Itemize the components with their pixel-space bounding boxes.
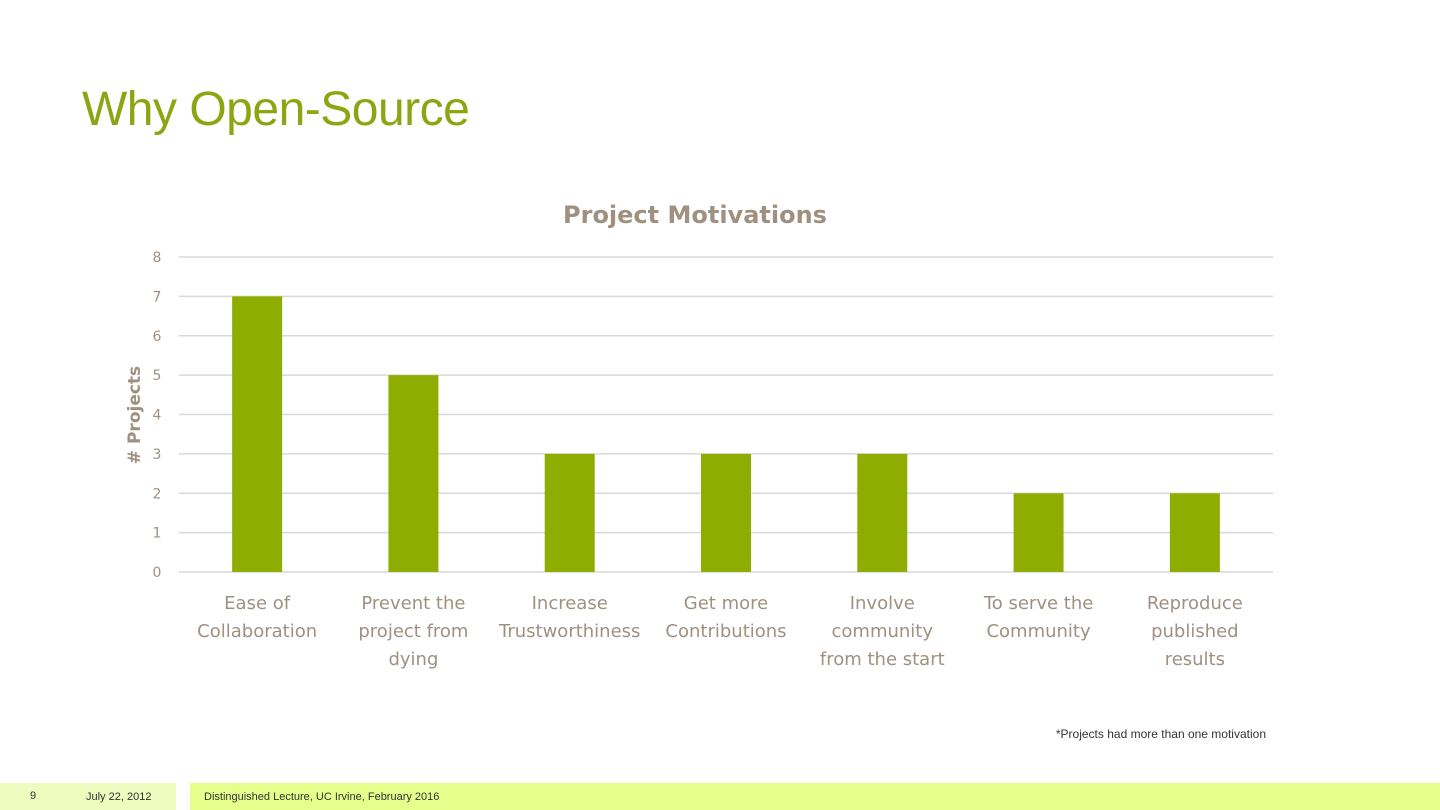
category-label-line: project from: [358, 621, 468, 642]
footer-right-panel: Distinguished Lecture, UC Irvine, Februa…: [190, 783, 1440, 810]
page-number: 9: [30, 790, 37, 802]
category-label-line: Collaboration: [197, 621, 317, 642]
category-label-line: community: [832, 621, 934, 642]
y-tick-label: 4: [153, 408, 162, 424]
slide-footer: 9 July 22, 2012 Distinguished Lecture, U…: [0, 783, 1440, 810]
category-label-line: Involve: [850, 593, 915, 614]
category-label-line: published: [1151, 621, 1239, 642]
footer-event: Distinguished Lecture, UC Irvine, Februa…: [204, 791, 440, 803]
category-label-line: from the start: [820, 649, 945, 670]
category-label-line: dying: [388, 649, 438, 670]
category-label-line: To serve the: [983, 593, 1094, 614]
y-tick-label: 5: [153, 368, 162, 384]
bar-5: [1013, 493, 1064, 572]
y-tick-label: 3: [153, 447, 162, 463]
category-label-layer: Ease of Collaboration Prevent the project f…: [197, 593, 1243, 670]
category-label-4: Involve community from the start: [820, 593, 945, 670]
y-tick-label: 8: [153, 250, 162, 266]
category-label-2: Increase Trustworthiness: [498, 593, 640, 642]
category-label-3: Get more Contributions: [665, 593, 786, 642]
y-tick-label: 7: [153, 289, 162, 305]
category-label-6: Reproduce published results: [1147, 593, 1243, 670]
category-label-line: Community: [986, 621, 1091, 642]
footer-left-panel: 9 July 22, 2012: [0, 783, 176, 810]
bar-0: [232, 296, 283, 572]
y-tick-label: 1: [153, 526, 162, 542]
category-label-line: Contributions: [665, 621, 786, 642]
category-label-1: Prevent the project from dying: [358, 593, 468, 670]
category-label-0: Ease of Collaboration: [197, 593, 317, 642]
footnote: *Projects had more than one motivation: [1055, 727, 1266, 741]
category-label-line: Reproduce: [1147, 593, 1243, 614]
category-label-line: Prevent the: [361, 593, 465, 614]
bar-2: [544, 453, 595, 572]
footer-date: July 22, 2012: [86, 791, 152, 803]
bar-3: [701, 453, 751, 572]
bar-4: [857, 453, 908, 572]
category-label-line: Increase: [532, 593, 608, 614]
grid-layer: 0 1 2 3 4 5 6 7 8: [153, 250, 1273, 581]
category-label-line: Get more: [684, 593, 768, 614]
category-label-line: Trustworthiness: [498, 621, 640, 642]
y-axis-label: # Projects: [125, 366, 145, 464]
category-label-5: To serve the Community: [983, 593, 1094, 642]
category-label-line: Ease of: [224, 593, 291, 614]
bar-1: [388, 375, 439, 572]
bar-layer: [232, 296, 1220, 572]
y-tick-label: 6: [153, 329, 162, 345]
chart-title: Project Motivations: [563, 201, 827, 229]
y-tick-label: 2: [153, 486, 162, 502]
category-label-line: results: [1165, 649, 1225, 670]
bar-chart: Project Motivations # Projects 0 1 2 3 4 5 6 7 8…: [125, 201, 1273, 670]
bar-6: [1169, 493, 1220, 572]
slide-title: Why Open-Source: [82, 83, 470, 136]
y-tick-label: 0: [153, 565, 162, 581]
